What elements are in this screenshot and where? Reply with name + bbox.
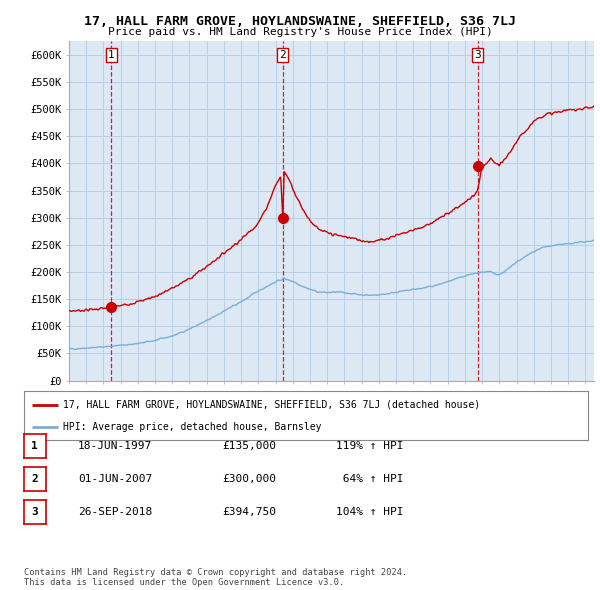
Text: 1: 1: [108, 50, 115, 60]
Text: 17, HALL FARM GROVE, HOYLANDSWAINE, SHEFFIELD, S36 7LJ (detached house): 17, HALL FARM GROVE, HOYLANDSWAINE, SHEF…: [64, 399, 481, 409]
Text: 119% ↑ HPI: 119% ↑ HPI: [336, 441, 404, 451]
Text: 18-JUN-1997: 18-JUN-1997: [78, 441, 152, 451]
Text: 104% ↑ HPI: 104% ↑ HPI: [336, 507, 404, 517]
Text: 64% ↑ HPI: 64% ↑ HPI: [336, 474, 404, 484]
Text: 3: 3: [474, 50, 481, 60]
Text: £135,000: £135,000: [222, 441, 276, 451]
Text: 26-SEP-2018: 26-SEP-2018: [78, 507, 152, 517]
Text: Contains HM Land Registry data © Crown copyright and database right 2024.
This d: Contains HM Land Registry data © Crown c…: [24, 568, 407, 587]
Text: Price paid vs. HM Land Registry's House Price Index (HPI): Price paid vs. HM Land Registry's House …: [107, 27, 493, 37]
Text: 1: 1: [31, 441, 38, 451]
Text: 2: 2: [280, 50, 286, 60]
Text: 2: 2: [31, 474, 38, 484]
Text: 01-JUN-2007: 01-JUN-2007: [78, 474, 152, 484]
Text: 17, HALL FARM GROVE, HOYLANDSWAINE, SHEFFIELD, S36 7LJ: 17, HALL FARM GROVE, HOYLANDSWAINE, SHEF…: [84, 15, 516, 28]
Text: HPI: Average price, detached house, Barnsley: HPI: Average price, detached house, Barn…: [64, 422, 322, 432]
Text: £300,000: £300,000: [222, 474, 276, 484]
Text: 3: 3: [31, 507, 38, 517]
Text: £394,750: £394,750: [222, 507, 276, 517]
